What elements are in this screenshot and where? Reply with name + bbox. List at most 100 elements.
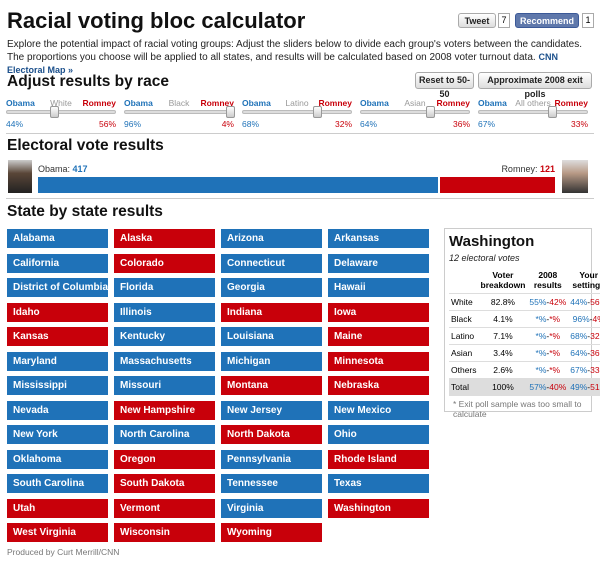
obama-share: 96%	[572, 314, 590, 324]
slider-track[interactable]	[360, 110, 470, 114]
state-button[interactable]: Wyoming	[221, 523, 322, 542]
results-2008-cell: 55%-42%	[527, 293, 569, 311]
state-button[interactable]: Rhode Island	[328, 449, 429, 469]
state-button[interactable]: Iowa	[328, 302, 429, 322]
breakdown-cell: 4.1%	[478, 310, 528, 328]
slider-track[interactable]	[124, 110, 234, 114]
state-button[interactable]: North Dakota	[221, 425, 322, 444]
group-label: Asian	[404, 98, 426, 108]
state-button[interactable]: Illinois	[114, 302, 215, 322]
state-button[interactable]: Utah	[7, 498, 108, 518]
exit-poll-button[interactable]: Approximate 2008 exit polls	[478, 72, 592, 99]
romney-share: 40%	[549, 382, 567, 392]
obama-share: 49%	[570, 382, 588, 392]
slider-track[interactable]	[6, 110, 116, 114]
state-button[interactable]: Arizona	[221, 229, 322, 248]
state-button[interactable]: Arkansas	[328, 229, 429, 248]
state-button[interactable]: South Dakota	[114, 474, 215, 493]
slider-thumb[interactable]	[50, 106, 60, 118]
breakdown-cell: 2.6%	[478, 361, 528, 379]
romney-share: *%	[549, 331, 561, 341]
state-button[interactable]: West Virginia	[7, 523, 108, 542]
obama-votes-label: Obama: 417	[38, 164, 88, 174]
state-button[interactable]: Maine	[328, 327, 429, 346]
obama-label: Obama	[6, 98, 35, 108]
state-button[interactable]: Washington	[328, 498, 429, 518]
state-button[interactable]: New Jersey	[221, 400, 322, 420]
state-button[interactable]: Delaware	[328, 253, 429, 273]
romney-photo	[562, 160, 588, 193]
results-2008-cell: 57%-40%	[527, 378, 569, 396]
slider-thumb[interactable]	[426, 106, 436, 118]
state-button[interactable]: Indiana	[221, 302, 322, 322]
romney-percent: 36%	[452, 119, 470, 129]
state-button[interactable]: Virginia	[221, 498, 322, 518]
state-button[interactable]: New Mexico	[328, 400, 429, 420]
romney-share: 42%	[549, 297, 567, 307]
state-button[interactable]: Michigan	[221, 351, 322, 371]
state-button[interactable]: Kentucky	[114, 327, 215, 346]
state-button[interactable]: Louisiana	[221, 327, 322, 346]
slider-thumb[interactable]	[225, 106, 235, 118]
state-button[interactable]: North Carolina	[114, 425, 215, 444]
state-button[interactable]: Minnesota	[328, 351, 429, 371]
state-button[interactable]: Wisconsin	[114, 523, 215, 542]
state-button[interactable]: Nebraska	[328, 376, 429, 395]
slider-thumb[interactable]	[547, 106, 557, 118]
state-button[interactable]: Colorado	[114, 253, 215, 273]
obama-percent: 64%	[360, 119, 378, 129]
results-2008-cell: *%-*%	[527, 344, 569, 362]
group-label: Latino	[285, 98, 309, 108]
state-button[interactable]: Ohio	[328, 425, 429, 444]
state-button[interactable]: Oregon	[114, 449, 215, 469]
detail-title: Washington	[449, 233, 535, 250]
slider-track[interactable]	[478, 110, 588, 114]
state-button[interactable]: New Hampshire	[114, 400, 215, 420]
state-button[interactable]: Montana	[221, 376, 322, 395]
state-button[interactable]: South Carolina	[7, 474, 108, 493]
state-button[interactable]: Connecticut	[221, 253, 322, 273]
settings-cell: 44%-56%	[568, 293, 600, 311]
results-2008-cell: *%-*%	[527, 327, 569, 345]
state-button[interactable]: Kansas	[7, 327, 108, 346]
state-button[interactable]: Mississippi	[7, 376, 108, 395]
state-button[interactable]: Alaska	[114, 229, 215, 248]
state-button[interactable]: Pennsylvania	[221, 449, 322, 469]
state-button[interactable]: Florida	[114, 278, 215, 297]
section-title: Adjust results by race	[7, 73, 169, 90]
state-button[interactable]: Massachusetts	[114, 351, 215, 371]
slider-track[interactable]	[242, 110, 352, 114]
state-button[interactable]: Tennessee	[221, 474, 322, 493]
state-button[interactable]: Maryland	[7, 351, 108, 371]
state-button[interactable]: District of Columbia	[7, 278, 108, 297]
tweet-button[interactable]: Tweet	[458, 13, 496, 28]
breakdown-cell: 100%	[478, 378, 528, 396]
reset-button[interactable]: Reset to 50-50	[415, 72, 474, 99]
romney-label: Romney	[436, 98, 470, 108]
breakdown-cell: 7.1%	[478, 327, 528, 345]
state-button[interactable]: California	[7, 253, 108, 273]
romney-share: 36%	[590, 348, 600, 358]
romney-label: Romney:	[501, 164, 538, 174]
recommend-button[interactable]: Recommend	[515, 13, 579, 28]
state-button[interactable]: Texas	[328, 474, 429, 493]
obama-percent: 67%	[478, 119, 496, 129]
state-button[interactable]: Vermont	[114, 498, 215, 518]
state-button[interactable]: Hawaii	[328, 278, 429, 297]
state-button[interactable]: New York	[7, 425, 108, 444]
separator	[6, 198, 594, 199]
state-button[interactable]: Oklahoma	[7, 449, 108, 469]
state-button[interactable]: Nevada	[7, 400, 108, 420]
state-button[interactable]: Idaho	[7, 302, 108, 322]
slider-thumb[interactable]	[312, 106, 322, 118]
obama-percent: 44%	[6, 119, 24, 129]
state-button[interactable]: Georgia	[221, 278, 322, 297]
obama-label: Obama:	[38, 164, 71, 174]
state-button[interactable]: Alabama	[7, 229, 108, 248]
intro-link[interactable]: CNN Electoral Map »	[7, 52, 558, 75]
obama-share: 68%	[570, 331, 588, 341]
state-button[interactable]: Missouri	[114, 376, 215, 395]
